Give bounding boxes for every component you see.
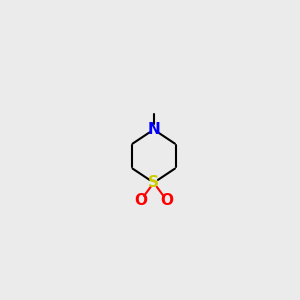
Text: S: S: [148, 175, 159, 190]
Text: N: N: [147, 122, 160, 137]
Text: O: O: [134, 193, 148, 208]
Text: O: O: [160, 193, 173, 208]
